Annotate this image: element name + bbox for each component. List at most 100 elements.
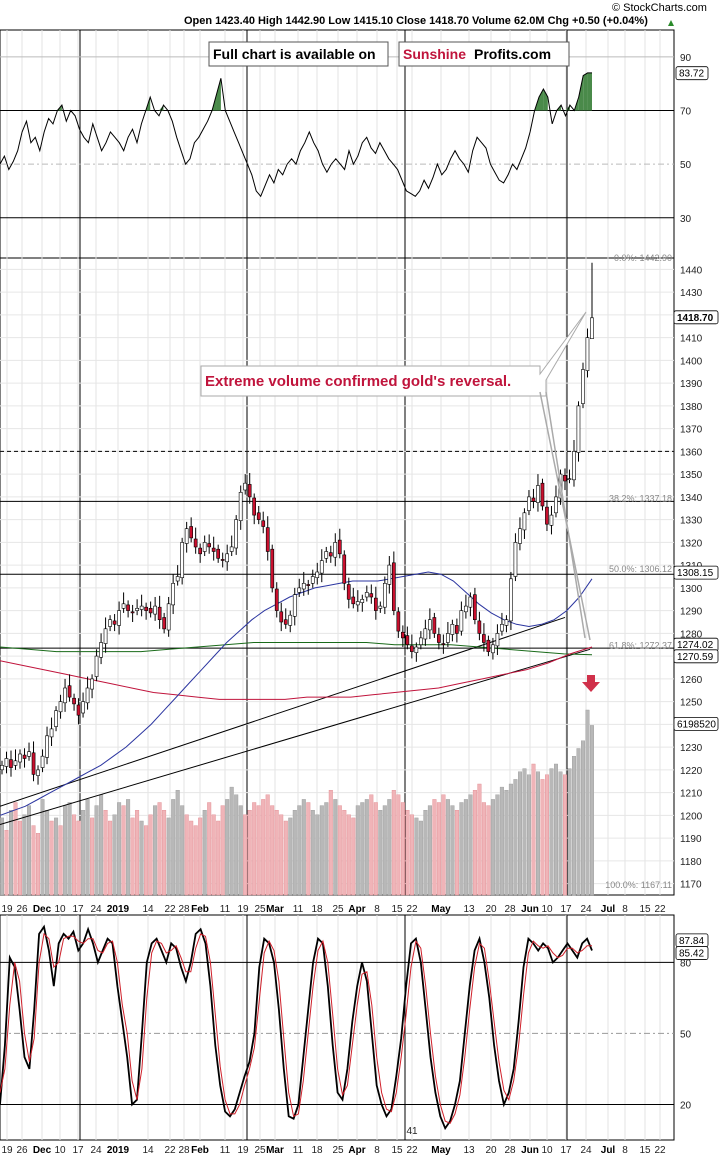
candle-body	[171, 582, 176, 606]
volume-bar	[369, 794, 374, 896]
volume-bar	[391, 790, 396, 896]
candle-body	[382, 582, 387, 608]
x-tick-label-stoch: Jul	[601, 1145, 616, 1156]
volume-bar	[423, 810, 428, 896]
price-value-tag: 6198520	[673, 716, 719, 731]
banner[interactable]: Full chart is available on Sunshine Prof…	[208, 41, 570, 67]
volume-bar	[94, 805, 99, 896]
price-tag-box	[673, 716, 719, 731]
volume-bar	[193, 825, 198, 896]
callout: Extreme volume confirmed gold's reversal…	[200, 311, 591, 641]
candle-body	[531, 497, 536, 502]
volume-bar	[207, 802, 212, 896]
volume-bar	[590, 725, 595, 896]
price-tick-label: 1200	[680, 811, 703, 822]
x-tick-label-price: 8	[374, 904, 380, 915]
candle-body	[225, 553, 230, 563]
volume-bar	[234, 794, 239, 896]
candle-body	[563, 474, 567, 482]
candle-body	[261, 520, 266, 527]
volume-bar	[486, 805, 491, 896]
candle-body	[148, 607, 153, 614]
volume-bar	[180, 805, 185, 896]
volume-bar	[247, 810, 252, 896]
candle-body	[423, 628, 428, 640]
volume-bar	[450, 805, 455, 896]
candle-body	[162, 617, 167, 630]
trendline-upper	[0, 616, 566, 807]
candle-body	[436, 634, 441, 643]
price-tick-label: 1330	[680, 516, 703, 527]
volume-bar	[220, 805, 225, 896]
candle-body	[274, 588, 279, 611]
candle-body	[27, 751, 31, 757]
volume-bar	[387, 799, 392, 896]
banner-prefix: Full chart is available on	[213, 46, 376, 62]
candle-body	[139, 605, 144, 610]
volume-bar	[563, 774, 568, 896]
volume-bar	[148, 814, 153, 896]
volume-bar	[166, 817, 171, 896]
price-tick-label: 1350	[680, 470, 703, 481]
x-tick-label-price: 24	[90, 904, 102, 915]
volume-bar	[315, 814, 320, 896]
volume-bar	[288, 817, 293, 896]
x-tick-label-price: 8	[622, 904, 628, 915]
x-tick-label-stoch: Dec	[33, 1145, 52, 1156]
candle-body	[40, 755, 45, 768]
candle-body	[130, 611, 135, 614]
price-tag-text: 1270.59	[677, 652, 714, 663]
volume-bar	[175, 790, 180, 896]
candle-body	[400, 631, 405, 639]
x-tick-label-stoch: Jun	[521, 1145, 539, 1156]
price-tag-box	[673, 565, 719, 580]
rsi-tick-label: 90	[680, 53, 692, 64]
volume-bar	[216, 820, 221, 896]
price-tag-text: 1274.02	[677, 640, 714, 651]
candle-body	[315, 571, 320, 578]
x-tick-label-price: Jun	[521, 904, 539, 915]
x-tick-label-stoch: 15	[639, 1145, 651, 1156]
candle-body	[135, 607, 140, 611]
price-tick-label: 1430	[680, 288, 703, 299]
candle-body	[432, 617, 437, 634]
candle-body	[351, 596, 356, 605]
volume-bar	[382, 805, 387, 896]
x-tick-label-price: Feb	[191, 904, 209, 915]
candle-body	[472, 594, 477, 621]
down-arrow-icon	[582, 675, 600, 692]
candle-body	[166, 603, 171, 631]
candle-body	[409, 645, 414, 652]
candle-body	[454, 625, 459, 634]
volume-bar	[85, 799, 90, 896]
x-tick-label-stoch: 25	[332, 1145, 344, 1156]
volume-bar	[576, 748, 581, 896]
volume-bar	[238, 805, 243, 896]
x-tick-label-price: 10	[541, 904, 553, 915]
price-value-tag: 1308.15	[673, 565, 719, 580]
fib-label: 0.0%: 1442.90	[614, 253, 672, 263]
candle-body	[477, 620, 482, 634]
volume-bar	[522, 768, 527, 896]
candle-body	[333, 542, 338, 558]
x-tick-label-stoch: 20	[485, 1145, 497, 1156]
candle-body	[369, 593, 374, 598]
volume-bar	[499, 786, 504, 896]
price-tick-label: 1190	[680, 834, 702, 845]
x-tick-label-price: Apr	[348, 904, 365, 915]
x-tick-label-stoch: Apr	[348, 1145, 365, 1156]
volume-bar	[292, 810, 297, 896]
volume-bar	[540, 779, 545, 896]
volume-bar	[139, 820, 144, 896]
chart-header: © StockCharts.com Open 1423.40 High 1442…	[184, 2, 707, 27]
volume-bar	[27, 805, 32, 896]
x-tick-label-price: 15	[391, 904, 403, 915]
candle-body	[486, 639, 491, 652]
candle-body	[513, 542, 518, 577]
fib-label: 38.2%: 1337.18	[609, 493, 672, 503]
x-tick-label-price: May	[431, 904, 451, 915]
volume-bar	[495, 794, 500, 896]
candle-body	[144, 606, 149, 611]
x-tick-label-stoch: 19	[1, 1145, 13, 1156]
volume-bar	[72, 814, 77, 896]
